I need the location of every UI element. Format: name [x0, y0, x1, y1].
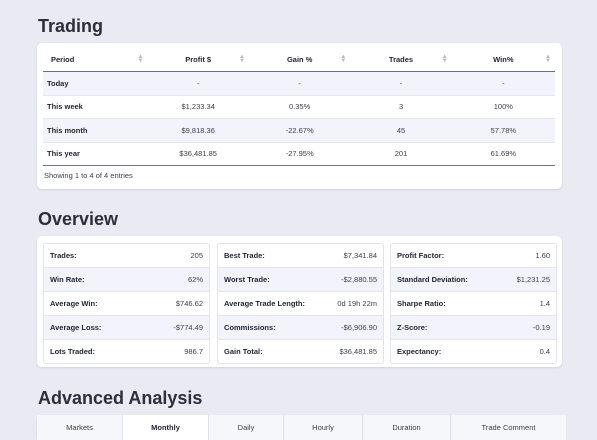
stat-row: Gain Total: $36,481.85	[218, 340, 383, 363]
column-header-profit[interactable]: Profit $ ▲ ▼	[147, 48, 249, 72]
tab-daily[interactable]: Daily	[209, 415, 284, 440]
sort-icon[interactable]: ▲ ▼	[137, 54, 144, 64]
stat-row: Win Rate: 62%	[44, 268, 209, 292]
trading-table: Period ▲ ▼ Profit $ ▲ ▼ Gain % ▲ ▼ Trades ▲ ▼ Wi…	[43, 48, 555, 166]
stat-value: 205	[190, 251, 203, 260]
stat-value: $1,231.25	[516, 275, 550, 284]
advanced-analysis-card: Markets Monthly Daily Hourly Duration Tr…	[37, 415, 566, 440]
stat-row: Commissions: -$6,906.90	[218, 316, 383, 340]
stat-value: -$2,880.55	[341, 275, 377, 284]
sort-icon[interactable]: ▲ ▼	[239, 54, 245, 64]
stat-label: Expectancy:	[397, 347, 442, 356]
stat-value: $746.62	[175, 299, 203, 308]
table-row: This year $36,481.85 -27.95% 201 61.69%	[43, 142, 555, 166]
stat-value: 1.4	[539, 299, 550, 308]
cell-win: 57.78%	[451, 118, 555, 143]
stat-label: Average Trade Length:	[224, 299, 305, 308]
tab-hourly[interactable]: Hourly	[284, 415, 363, 440]
stat-value: 1.60	[535, 251, 550, 260]
cell-win: 100%	[451, 95, 555, 119]
stat-label: Lots Traded:	[50, 347, 96, 356]
stat-value: 62%	[187, 275, 203, 284]
stat-row: Best Trade: $7,341.84	[218, 244, 383, 268]
tab-markets[interactable]: Markets	[37, 415, 123, 440]
stat-value: -0.19	[532, 323, 550, 332]
cell-gain: -27.95%	[248, 142, 351, 166]
cell-trades: 201	[350, 142, 452, 166]
cell-period: Today	[43, 71, 148, 96]
analysis-tabs: Markets Monthly Daily Hourly Duration Tr…	[37, 415, 566, 440]
table-header-row: Period ▲ ▼ Profit $ ▲ ▼ Gain % ▲ ▼ Trades ▲ ▼ Wi…	[43, 48, 555, 72]
stat-label: Trades:	[50, 251, 77, 260]
table-row: Today - - - -	[43, 71, 555, 96]
cell-period: This week	[43, 95, 148, 119]
stat-value: 0.4	[539, 347, 550, 356]
cell-gain: -	[248, 71, 351, 96]
stat-row: Profit Factor: 1.60	[391, 244, 556, 268]
cell-trades: -	[350, 71, 452, 96]
stat-row: Trades: 205	[44, 244, 209, 268]
overview-card: Trades: 205 Win Rate: 62% Average Win: $746…	[37, 236, 562, 367]
cell-trades: 3	[350, 95, 452, 119]
cell-profit: $1,233.34	[147, 95, 249, 119]
stat-value: $36,481.85	[339, 347, 377, 356]
stat-row: Average Win: $746.62	[44, 292, 209, 316]
stat-value: 986.7	[184, 347, 203, 356]
sort-icon[interactable]: ▲ ▼	[441, 54, 448, 64]
stat-value: -$6,906.90	[341, 323, 377, 332]
table-row: This week $1,233.34 0.35% 3 100%	[43, 95, 555, 119]
sort-icon[interactable]: ▲ ▼	[545, 54, 551, 64]
stat-row: Average Loss: -$774.49	[44, 316, 209, 340]
tab-monthly[interactable]: Monthly	[123, 415, 209, 440]
stat-row: Lots Traded: 986.7	[44, 340, 209, 363]
stat-label: Z-Score:	[397, 323, 428, 332]
table-row: This month $9,818.36 -22.67% 45 57.78%	[43, 118, 555, 143]
cell-profit: -	[147, 71, 249, 96]
column-header-trades[interactable]: Trades ▲ ▼	[350, 48, 452, 72]
column-header-win[interactable]: Win% ▲ ▼	[451, 48, 555, 72]
cell-gain: 0.35%	[248, 95, 351, 119]
stat-label: Win Rate:	[50, 275, 85, 284]
column-header-period[interactable]: Period ▲ ▼	[43, 48, 148, 72]
cell-win: -	[451, 71, 555, 96]
stat-label: Best Trade:	[224, 251, 265, 260]
stat-row: Z-Score: -0.19	[391, 316, 556, 340]
stat-row: Sharpe Ratio: 1.4	[391, 292, 556, 316]
cell-period: This year	[43, 142, 148, 166]
stat-label: Profit Factor:	[397, 251, 445, 260]
overview-column: Trades: 205 Win Rate: 62% Average Win: $746…	[43, 243, 210, 364]
stat-label: Standard Deviation:	[397, 275, 468, 284]
stat-row: Standard Deviation: $1,231.25	[391, 268, 556, 292]
advanced-analysis-title: Advanced Analysis	[38, 388, 203, 408]
overview-title: Overview	[38, 209, 119, 229]
tab-duration[interactable]: Duration	[363, 415, 451, 440]
cell-trades: 45	[350, 118, 452, 143]
stat-row: Worst Trade: -$2,880.55	[218, 268, 383, 292]
stat-value: -$774.49	[173, 323, 203, 332]
overview-column: Best Trade: $7,341.84 Worst Trade: -$2,880…	[217, 243, 384, 364]
cell-profit: $9,818.36	[147, 118, 249, 143]
stat-label: Gain Total:	[224, 347, 263, 356]
stat-value: 0d 19h 22m	[337, 299, 377, 308]
cell-profit: $36,481.85	[147, 142, 249, 166]
stat-value: $7,341.84	[343, 251, 377, 260]
table-info: Showing 1 to 4 of 4 entries	[44, 171, 133, 180]
stat-row: Average Trade Length: 0d 19h 22m	[218, 292, 383, 316]
stat-label: Commissions:	[224, 323, 276, 332]
cell-win: 61.69%	[451, 142, 555, 166]
stat-row: Expectancy: 0.4	[391, 340, 556, 363]
trading-card: Period ▲ ▼ Profit $ ▲ ▼ Gain % ▲ ▼ Trades ▲ ▼ Wi…	[37, 43, 562, 189]
stat-label: Average Win:	[50, 299, 98, 308]
stat-label: Worst Trade:	[224, 275, 270, 284]
trading-title: Trading	[38, 16, 104, 36]
tab-trade-comment[interactable]: Trade Comment	[451, 415, 566, 440]
column-header-gain[interactable]: Gain % ▲ ▼	[248, 48, 351, 72]
cell-period: This month	[43, 118, 148, 143]
stat-label: Sharpe Ratio:	[397, 299, 446, 308]
cell-gain: -22.67%	[248, 118, 351, 143]
sort-icon[interactable]: ▲ ▼	[340, 54, 347, 64]
stat-label: Average Loss:	[50, 323, 102, 332]
overview-column: Profit Factor: 1.60 Standard Deviation: $1…	[390, 243, 557, 364]
